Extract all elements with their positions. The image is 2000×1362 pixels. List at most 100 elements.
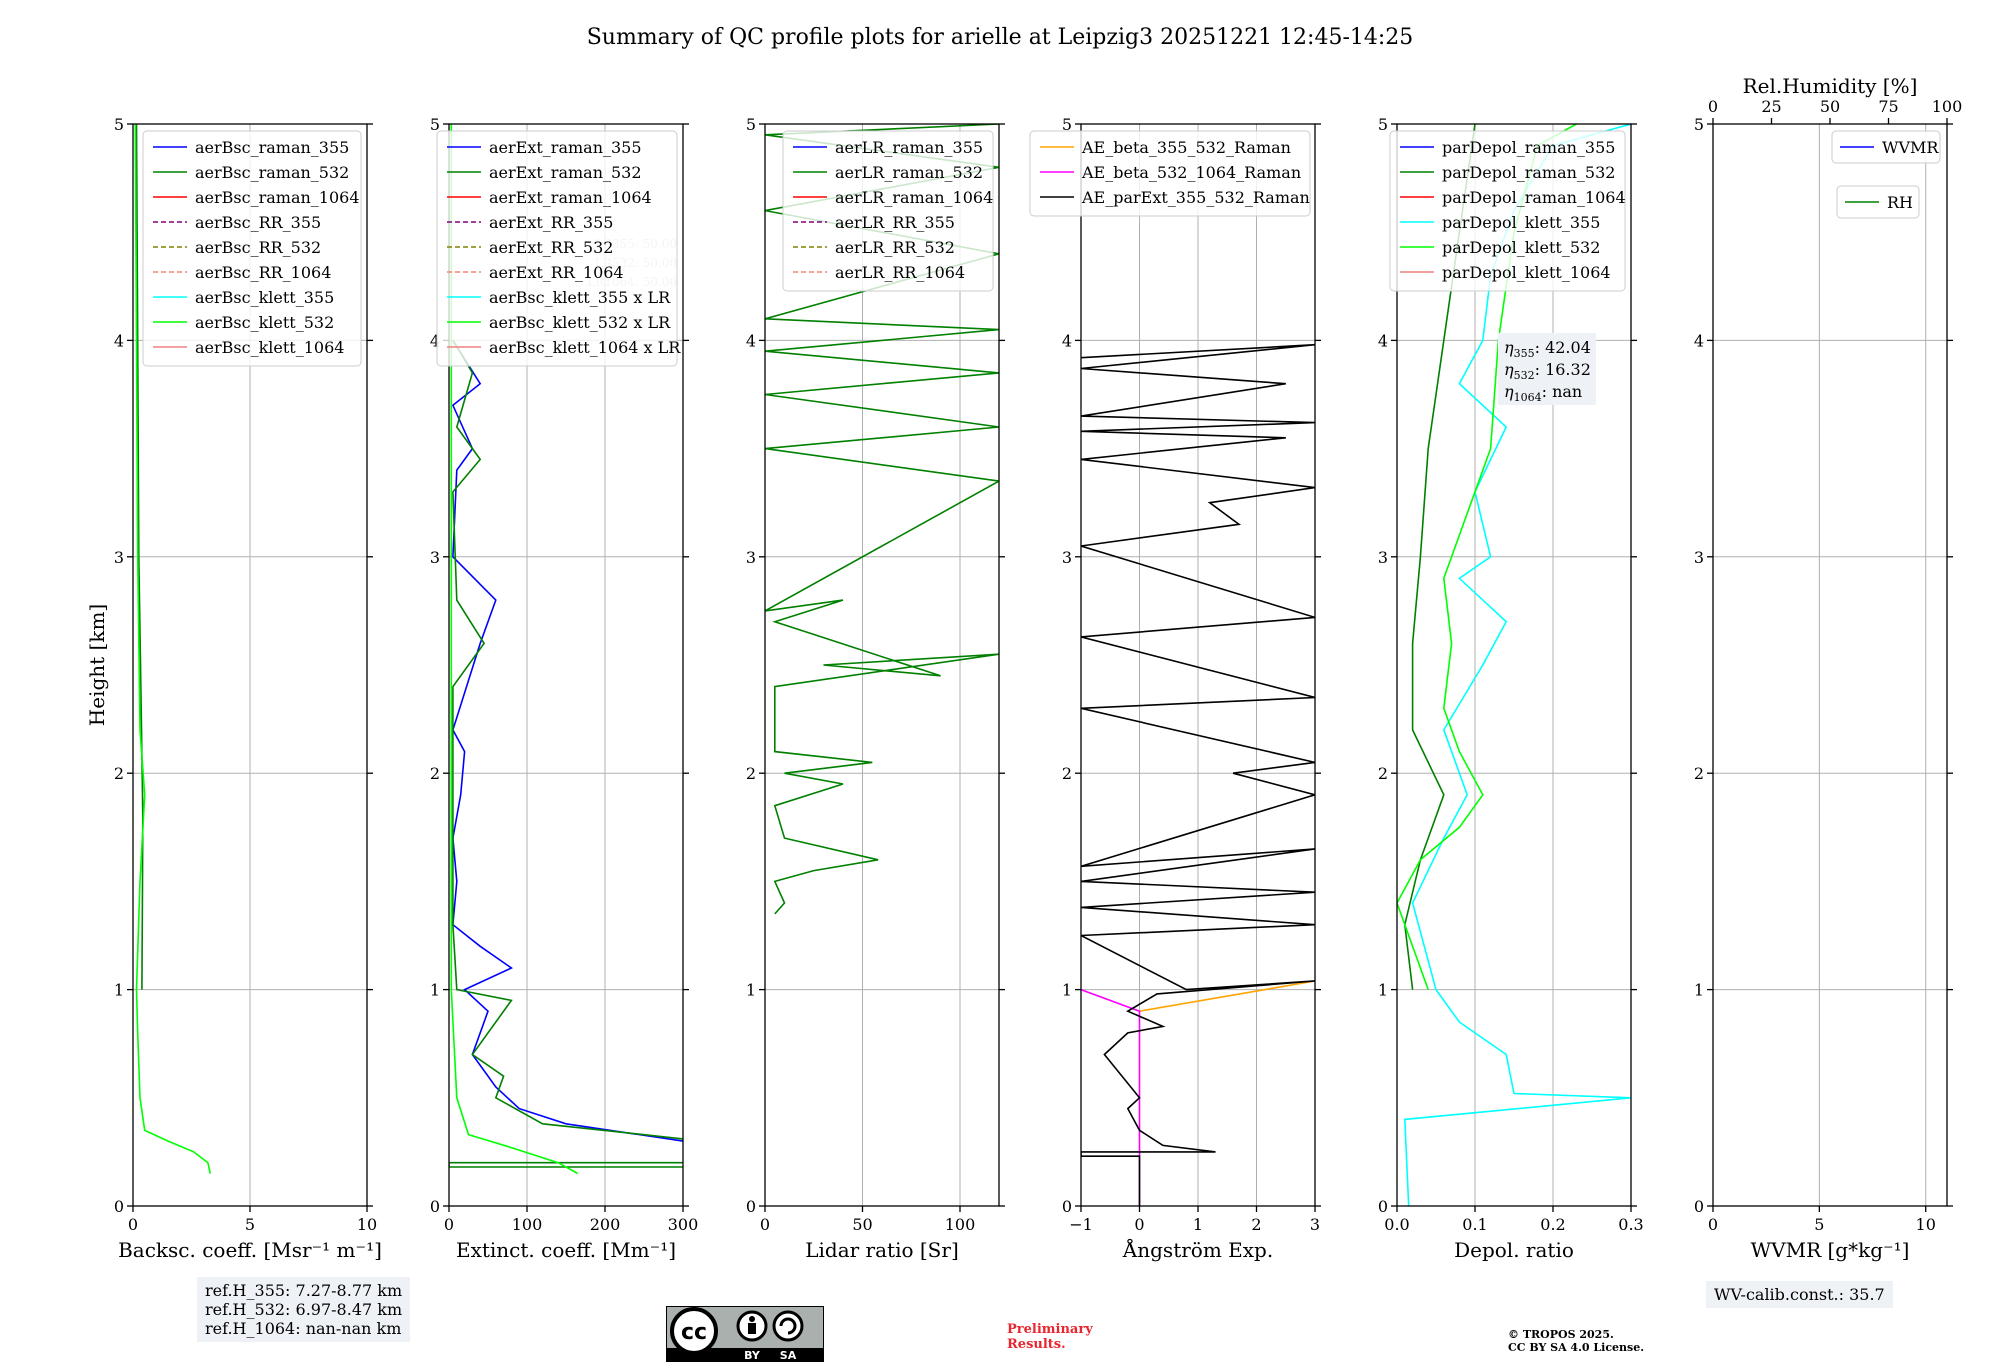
- y-tick-label: 2: [1378, 764, 1388, 783]
- y-tick-label: 1: [1062, 981, 1072, 1000]
- legend-label: aerLR_raman_532: [835, 163, 983, 182]
- top-tick-label: 75: [1878, 97, 1898, 116]
- legend-box: [436, 130, 678, 367]
- sa-label: SA: [780, 1349, 797, 1362]
- legend-label: AE_parExt_355_532_Raman: [1081, 188, 1310, 207]
- x-tick-label: 0.2: [1540, 1215, 1565, 1234]
- series-line-aerBsc_klett_532 x LR: [450, 124, 579, 1175]
- legend-label: WVMR: [1882, 138, 1939, 157]
- legend-label: aerLR_RR_532: [835, 238, 955, 257]
- x-tick-label: 3: [1310, 1215, 1320, 1234]
- eta-value: : 42.04: [1535, 338, 1591, 357]
- wv-calib-box: WV-calib.const.: 35.7: [1706, 1281, 1893, 1308]
- legend-box: [1389, 130, 1626, 292]
- y-tick-label: 0: [1694, 1197, 1704, 1216]
- x-tick-label: 0.3: [1618, 1215, 1643, 1234]
- y-tick-label: 0: [746, 1197, 756, 1216]
- top-axis-label: Rel.Humidity [%]: [1743, 74, 1918, 98]
- preliminary-line-1: Preliminary: [1007, 1322, 1093, 1337]
- y-tick-label: 1: [430, 981, 440, 1000]
- legend-label: aerBsc_klett_1064 x LR: [489, 338, 681, 357]
- y-tick-label: 5: [430, 115, 440, 134]
- ref-height-532: ref.H_532: 6.97-8.47 km: [205, 1300, 403, 1319]
- eta-subscript: 1064: [1514, 391, 1542, 404]
- x-axis-label: Lidar ratio [Sr]: [805, 1238, 959, 1262]
- y-tick-label: 3: [746, 548, 756, 567]
- panel-lidar_ratio: 0 50 100 0 1 2 3 4 5 Lidar ratio [Sr] aerLR_raman_…: [746, 115, 1005, 1262]
- x-tick-label: 0: [128, 1215, 138, 1234]
- series-line-AE_parExt_355_532_Raman: [1081, 343, 1315, 1206]
- legend-label: aerBsc_RR_355: [195, 213, 321, 232]
- x-tick-label: 10: [1916, 1215, 1936, 1234]
- y-tick-label: 1: [114, 981, 124, 1000]
- y-tick-label: 3: [114, 548, 124, 567]
- series-line-AE_beta_532_1064_Raman: [1081, 988, 1141, 1206]
- eta-subscript: 355: [1514, 347, 1535, 360]
- copyright-line-1: © TROPOS 2025.: [1508, 1328, 1614, 1341]
- y-tick-label: 4: [430, 331, 440, 350]
- x-tick-label: 0: [1134, 1215, 1144, 1234]
- eta-subscript: 532: [1514, 369, 1535, 382]
- y-tick-label: 2: [1694, 764, 1704, 783]
- cc-logo-text: cc: [681, 1320, 707, 1345]
- legend-label: parDepol_raman_532: [1442, 163, 1615, 182]
- ref-heights-box: ref.H_355: 7.27-8.77 km ref.H_532: 6.97-…: [197, 1277, 411, 1342]
- preliminary-line-2: Results.: [1007, 1337, 1066, 1352]
- y-tick-label: 4: [114, 331, 124, 350]
- y-tick-label: 2: [746, 764, 756, 783]
- x-axis-label: WVMR [g*kg⁻¹]: [1751, 1238, 1910, 1262]
- y-tick-label: 3: [1378, 548, 1388, 567]
- legend-label: aerBsc_klett_355: [195, 288, 334, 307]
- panel-depol: 0.0 0.1 0.2 0.3 0 1 2 3 4 5 Depol. ratio parDepol_r…: [1378, 115, 1644, 1262]
- x-axis-label: Ångström Exp.: [1122, 1237, 1273, 1262]
- legend-label: aerLR_raman_1064: [835, 188, 993, 207]
- x-tick-label: 0.0: [1384, 1215, 1409, 1234]
- legend-label: parDepol_klett_532: [1442, 238, 1600, 257]
- series-line-aerBsc_klett_532: [134, 124, 211, 1174]
- y-tick-label: 0: [114, 1197, 124, 1216]
- y-tick-label: 3: [1694, 548, 1704, 567]
- eta-symbol: η: [1504, 338, 1514, 357]
- x-tick-label: 200: [590, 1215, 621, 1234]
- eta-entry: η532: 16.32: [1504, 360, 1591, 382]
- x-tick-label: 0: [760, 1215, 770, 1234]
- legend-label: aerBsc_klett_532 x LR: [489, 313, 671, 332]
- series-line-aerBsc_raman_532: [135, 124, 144, 990]
- series-line-aerExt_raman_355: [451, 339, 683, 1142]
- legend-box: [1029, 130, 1311, 217]
- legend-label: aerExt_RR_355: [489, 213, 613, 232]
- top-tick-label: 0: [1708, 97, 1718, 116]
- legend-box: [1831, 130, 1941, 164]
- legend-label: aerLR_raman_355: [835, 138, 983, 157]
- x-tick-label: 0: [444, 1215, 454, 1234]
- x-tick-label: 100: [945, 1215, 976, 1234]
- series-group: [1081, 343, 1315, 1206]
- figure-title: Summary of QC profile plots for arielle …: [587, 25, 1414, 50]
- y-tick-label: 1: [746, 981, 756, 1000]
- legend-label: parDepol_raman_1064: [1442, 188, 1626, 207]
- ref-height-355: ref.H_355: 7.27-8.77 km: [205, 1281, 403, 1300]
- y-tick-label: 5: [746, 115, 756, 134]
- x-tick-label: 5: [1814, 1215, 1824, 1234]
- legend-label: aerBsc_raman_532: [195, 163, 349, 182]
- y-tick-label: 2: [1062, 764, 1072, 783]
- legend-label: aerBsc_raman_1064: [195, 188, 360, 207]
- legend-label: aerExt_RR_1064: [489, 263, 624, 282]
- y-tick-label: 5: [114, 115, 124, 134]
- legend-label: parDepol_klett_355: [1442, 213, 1600, 232]
- series-line-parDepol_klett_355: [1403, 124, 1631, 1206]
- x-tick-label: −1: [1069, 1215, 1093, 1234]
- y-axis-label: Height [km]: [85, 604, 109, 726]
- x-tick-label: 50: [852, 1215, 872, 1234]
- legend-label: aerBsc_RR_1064: [195, 263, 331, 282]
- x-tick-label: 100: [512, 1215, 543, 1234]
- axes-frame: [1712, 123, 1948, 1207]
- legend-label: aerExt_raman_355: [489, 138, 642, 157]
- legend-label: parDepol_raman_355: [1442, 138, 1615, 157]
- legend-label: aerLR_RR_355: [835, 213, 955, 232]
- eta-box: [1498, 333, 1596, 405]
- y-tick-label: 4: [1694, 331, 1704, 350]
